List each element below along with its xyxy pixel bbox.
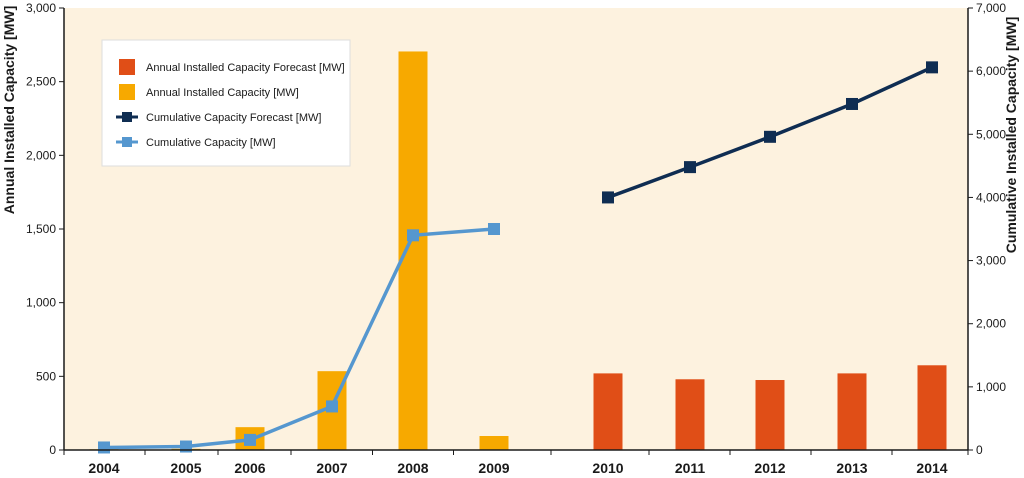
- point-2012: [764, 130, 776, 143]
- legend-swatch-marker: [122, 112, 132, 122]
- x-tick-label: 2014: [916, 460, 947, 476]
- point-2013: [846, 97, 858, 110]
- point-2014: [926, 61, 938, 74]
- legend-swatch: [119, 59, 135, 75]
- y-tick-label: 3,000: [26, 1, 56, 15]
- line-series-3: [103, 227, 495, 450]
- y-tick-label: 2,500: [26, 75, 56, 89]
- lines-layer: [98, 61, 938, 454]
- legend-items: Annual Installed Capacity Forecast [MW] A…: [116, 59, 345, 149]
- bar-2008: [398, 51, 428, 451]
- x-tick-label: 2011: [675, 460, 706, 476]
- point-2006: [244, 433, 256, 446]
- point-2009: [488, 223, 500, 235]
- y-tick-label: 1,500: [26, 222, 56, 236]
- ticks-layer: 0 500 1,000 1,500 2,000 2,500 3,000 0 1,000 2,000…: [26, 1, 1006, 476]
- legend-box: [101, 39, 351, 167]
- y2-tick-label: 6,000: [976, 64, 1006, 78]
- bars-layer: [89, 51, 947, 451]
- x-tick-label: 2012: [754, 460, 785, 476]
- point-2011: [684, 161, 696, 174]
- y2-tick-label: 5,000: [976, 127, 1006, 141]
- y-tick-label: 2,000: [26, 148, 56, 162]
- y2-tick-label: 3,000: [976, 254, 1006, 268]
- y2-axis-title: Cumulative Installed Capacity [MW]: [1003, 17, 1019, 253]
- legend-swatch: [119, 84, 135, 100]
- legend-swatch-marker: [122, 137, 132, 147]
- x-tick-label: 2010: [592, 460, 623, 476]
- x-tick-label: 2009: [478, 460, 509, 476]
- point-2010: [602, 191, 614, 204]
- x-tick-label: 2008: [397, 460, 428, 476]
- y2-tick-label: 4,000: [976, 190, 1006, 204]
- y-tick-label: 0: [49, 443, 56, 457]
- legend-label: Annual Installed Capacity Forecast [MW]: [146, 62, 345, 74]
- legend-label: Cumulative Capacity [MW]: [146, 137, 276, 149]
- legend: Annual Installed Capacity Forecast [MW] A…: [101, 39, 351, 167]
- y2-tick-label: 2,000: [976, 317, 1006, 331]
- point-2007: [326, 400, 338, 413]
- x-tick-label: 2004: [88, 460, 119, 476]
- bar-2009: [479, 436, 509, 450]
- y2-tick-label: 7,000: [976, 1, 1006, 15]
- point-2004: [98, 441, 110, 454]
- bar-2012: [755, 380, 785, 450]
- legend-label: Cumulative Capacity Forecast [MW]: [146, 112, 321, 124]
- y-axis-title: Annual Installed Capacity [MW]: [1, 6, 17, 214]
- bar-2011: [675, 379, 705, 450]
- y2-tick-label: 0: [976, 443, 983, 457]
- bar-2010: [593, 373, 623, 450]
- y2-tick-label: 1,000: [976, 380, 1006, 394]
- point-2008: [407, 229, 419, 242]
- y-tick-label: 1,000: [26, 296, 56, 310]
- x-tick-label: 2013: [836, 460, 867, 476]
- y-tick-label: 500: [36, 369, 56, 383]
- x-tick-label: 2005: [170, 460, 201, 476]
- bar-2014: [917, 365, 947, 450]
- x-tick-label: 2007: [316, 460, 347, 476]
- legend-label: Annual Installed Capacity [MW]: [146, 87, 299, 99]
- x-tick-label: 2006: [234, 460, 265, 476]
- bar-2013: [837, 373, 867, 450]
